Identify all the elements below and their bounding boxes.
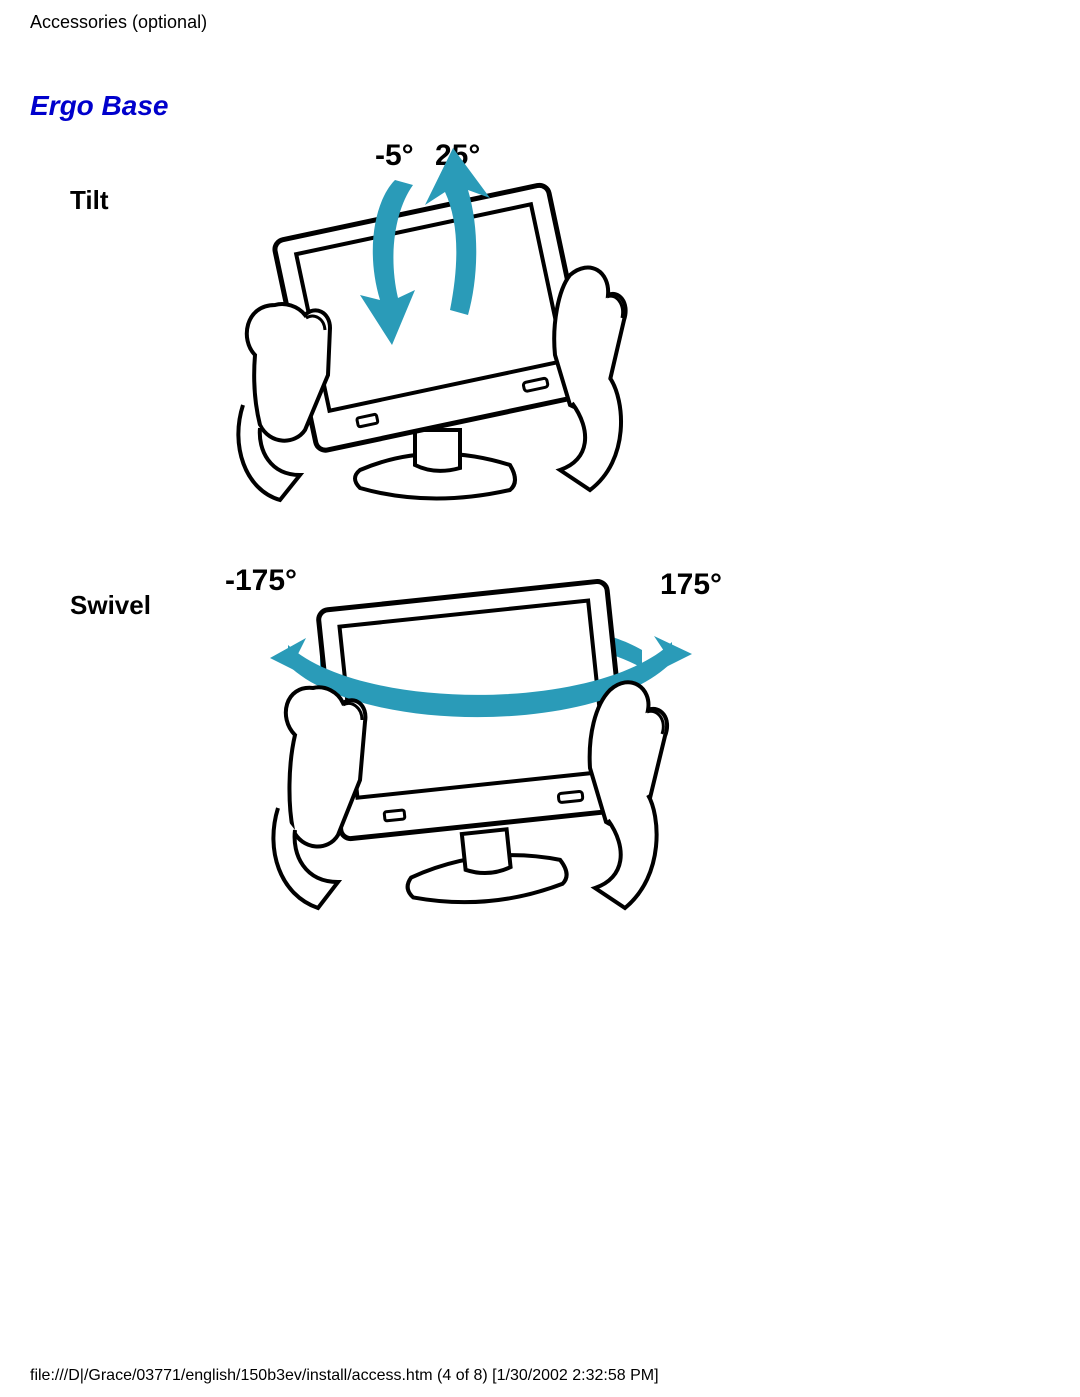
tilt-diagram: -5° 25°	[210, 130, 670, 530]
right-hand-icon	[590, 682, 667, 908]
right-hand-icon	[554, 267, 625, 490]
swivel-diagram: -175° 175°	[210, 540, 750, 950]
swivel-label: Swivel	[70, 590, 151, 621]
left-hand-icon	[273, 687, 365, 908]
section-title: Ergo Base	[30, 90, 169, 122]
left-hand-icon	[238, 304, 330, 500]
swivel-angle-right: 175°	[660, 568, 722, 601]
tilt-label: Tilt	[70, 185, 109, 216]
footer-text: file:///D|/Grace/03771/english/150b3ev/i…	[30, 1367, 659, 1385]
page-header: Accessories (optional)	[30, 12, 207, 33]
tilt-angle-back: -5°	[375, 139, 414, 172]
swivel-angle-left: -175°	[225, 564, 297, 597]
